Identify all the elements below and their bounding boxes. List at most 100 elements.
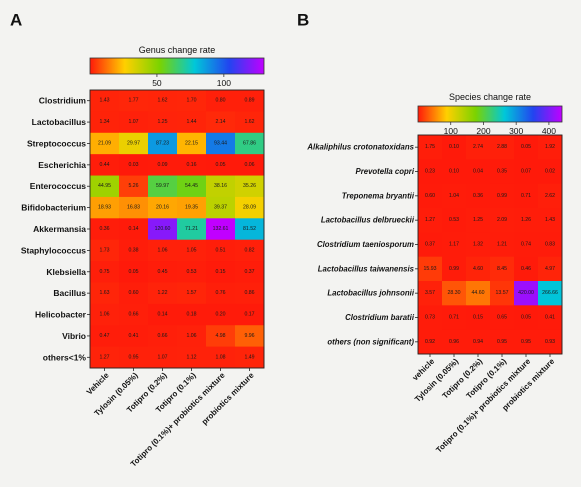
- cell-value-label: 0.06: [244, 162, 254, 168]
- cell-value-label: 15.93: [424, 266, 437, 272]
- cell-value-label: 0.60: [128, 290, 138, 296]
- cell-value-label: 0.82: [244, 247, 254, 253]
- cell-value-label: 44.95: [98, 183, 111, 189]
- heatmap-cell: [235, 282, 265, 305]
- cell-value-label: 1.27: [99, 354, 109, 360]
- heatmap-cell: [418, 305, 443, 331]
- cell-value-label: 19.35: [185, 205, 198, 211]
- heatmap-cell: [90, 282, 120, 305]
- cell-value-label: 1.77: [128, 98, 138, 104]
- row-label: Lactobacillus johnsonii: [327, 289, 414, 298]
- heatmap-cell: [466, 281, 491, 306]
- heatmap-cell: [90, 218, 120, 241]
- heatmap-cell: [418, 183, 443, 209]
- heatmap-cell: [490, 281, 515, 306]
- heatmap-cell: [442, 281, 467, 306]
- heatmap-cell: [206, 132, 236, 155]
- cell-value-label: 0.94: [473, 339, 483, 345]
- heatmap-cell: [206, 303, 236, 326]
- heatmap-cell: [90, 239, 120, 262]
- heatmap-cell: [119, 303, 149, 326]
- cell-value-label: 0.96: [449, 339, 459, 345]
- heatmap-cell: [90, 196, 120, 219]
- heatmap-cell: [177, 239, 207, 262]
- cell-value-label: 0.14: [128, 226, 138, 232]
- heatmap-cell: [177, 90, 207, 112]
- heatmap-cell: [177, 111, 207, 134]
- cell-value-label: 1.22: [157, 290, 167, 296]
- heatmap-cell: [538, 183, 563, 209]
- heatmap-cell: [514, 232, 539, 258]
- cell-value-label: 0.65: [497, 315, 507, 321]
- heatmap-cell: [466, 329, 491, 355]
- cell-value-label: 0.71: [521, 193, 531, 199]
- cell-value-label: 0.92: [425, 339, 435, 345]
- heatmap-cell: [514, 135, 539, 160]
- heatmap-cell: [538, 256, 563, 282]
- panel-a: A Genus change rate 50 100 1.43 1.77 1.62 1.70 0…: [10, 11, 265, 469]
- cell-value-label: 21.09: [98, 140, 111, 146]
- heatmap-cell: [466, 135, 491, 160]
- heatmap-cell: [490, 305, 515, 331]
- heatmap-cell: [442, 183, 467, 209]
- heatmap-cell: [177, 218, 207, 241]
- cell-value-label: 0.23: [425, 169, 435, 175]
- cell-value-label: 0.15: [215, 269, 225, 275]
- heatmap-cell: [119, 132, 149, 155]
- heatmap-cell: [235, 261, 265, 283]
- cell-value-label: 20.16: [156, 205, 169, 211]
- colorbar-tick-label: 50: [152, 78, 162, 88]
- cell-value-label: 0.36: [99, 226, 109, 232]
- cell-value-label: 38.16: [214, 183, 227, 189]
- cell-value-label: 0.14: [157, 312, 167, 318]
- cell-value-label: 5.26: [128, 183, 138, 189]
- cell-value-label: 1.05: [186, 247, 196, 253]
- cell-value-label: 0.44: [99, 162, 109, 168]
- row-label: others<1%: [43, 352, 87, 362]
- cell-value-label: 0.95: [128, 354, 138, 360]
- heatmap-cell: [148, 261, 178, 283]
- heatmap-cell: [418, 232, 443, 258]
- cell-value-label: 0.04: [473, 169, 483, 175]
- cell-value-label: 0.18: [186, 312, 196, 318]
- heatmap-cell: [119, 154, 149, 176]
- row-label: Escherichia: [38, 160, 86, 170]
- heatmap-cell: [235, 239, 265, 262]
- heatmap-cell: [490, 208, 515, 233]
- heatmap-cell: [206, 282, 236, 305]
- heatmap-cell: [235, 196, 265, 219]
- heatmap-cell: [206, 196, 236, 219]
- heatmap-cell: [418, 256, 443, 282]
- heatmap-cell: [206, 111, 236, 134]
- cell-value-label: 18.93: [98, 205, 111, 211]
- heatmap-cell: [177, 175, 207, 198]
- heatmap-cell: [538, 329, 563, 355]
- row-label: Staphylococcus: [21, 245, 86, 255]
- cell-value-label: 0.10: [449, 169, 459, 175]
- cell-value-label: 0.76: [215, 290, 225, 296]
- heatmap-cell: [514, 159, 539, 185]
- cell-value-label: 0.37: [425, 242, 435, 248]
- heatmap-cell: [235, 325, 265, 348]
- heatmap-cell: [206, 154, 236, 176]
- cell-value-label: 0.75: [99, 269, 109, 275]
- cell-value-label: 0.09: [157, 162, 167, 168]
- cell-value-label: 0.95: [497, 339, 507, 345]
- heatmap-cell: [442, 232, 467, 258]
- colorbar-tick-label: 300: [509, 126, 523, 136]
- heatmap-cell: [490, 183, 515, 209]
- cell-value-label: 8.45: [497, 266, 507, 272]
- heatmap-cell: [514, 281, 539, 306]
- cell-value-label: 0.83: [545, 242, 555, 248]
- heatmap-cell: [119, 111, 149, 134]
- heatmap-cell: [490, 232, 515, 258]
- panel-b: B Species change rate 100 200 300 400 1.75 0.10…: [297, 11, 563, 455]
- row-label: Lactobacillus delbrueckii: [321, 216, 415, 225]
- cell-value-label: 0.38: [128, 247, 138, 253]
- heatmap-cell: [235, 346, 265, 369]
- cell-value-label: 1.07: [128, 119, 138, 125]
- heatmap-cell: [466, 159, 491, 185]
- cell-value-label: 0.74: [521, 242, 531, 248]
- heatmap-cell: [148, 154, 178, 176]
- cell-value-label: 9.96: [244, 333, 254, 339]
